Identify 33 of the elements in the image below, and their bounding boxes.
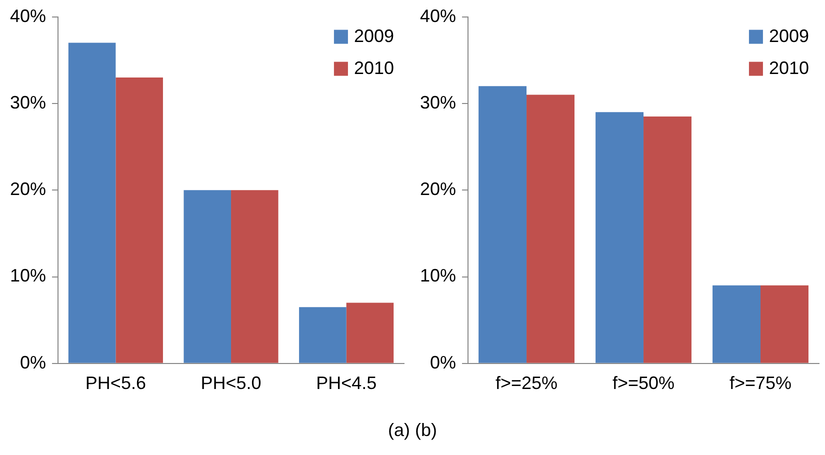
y-tick-label: 30% [10,92,46,112]
y-tick-label: 30% [420,92,456,112]
y-tick-label: 0% [430,352,456,372]
x-tick-label: PH<5.6 [85,373,146,394]
x-tick-label: PH<5.0 [200,373,262,394]
bar [184,190,232,363]
x-tick-label: f>=25% [495,373,558,394]
x-tick-label: f>=75% [729,373,792,394]
y-tick-label: 20% [420,179,456,200]
bar [116,77,163,363]
bar [526,94,574,363]
legend-label: 2009 [354,26,394,46]
bar [68,42,116,363]
x-tick-label: f>=50% [612,373,675,394]
bar [231,190,278,363]
y-tick-label: 10% [420,266,456,286]
y-tick-label: 10% [10,266,46,286]
bar [478,86,527,363]
y-tick-label: 40% [420,6,456,26]
legend-label: 2010 [768,58,810,78]
x-tick-label: PH<4.5 [316,373,377,394]
bar [299,307,346,363]
bar [596,112,644,363]
y-tick-label: 20% [10,179,46,200]
bar [760,285,808,363]
y-tick-label: 0% [20,352,46,372]
bar [346,302,394,363]
text: (a) (b) [387,420,438,441]
legend-label: 2010 [354,58,394,78]
legend-label: 2009 [768,26,810,46]
bar [712,285,761,363]
y-tick-label: 40% [10,6,46,26]
bar [644,116,692,363]
